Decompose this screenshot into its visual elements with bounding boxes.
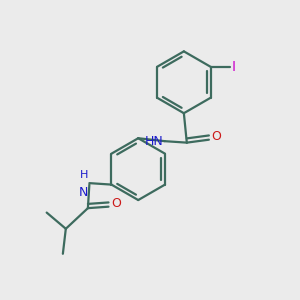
Text: I: I	[231, 60, 235, 74]
Text: H: H	[80, 170, 88, 180]
Text: O: O	[211, 130, 221, 143]
Text: O: O	[111, 197, 121, 210]
Text: N: N	[79, 186, 88, 199]
Text: HN: HN	[145, 135, 163, 148]
